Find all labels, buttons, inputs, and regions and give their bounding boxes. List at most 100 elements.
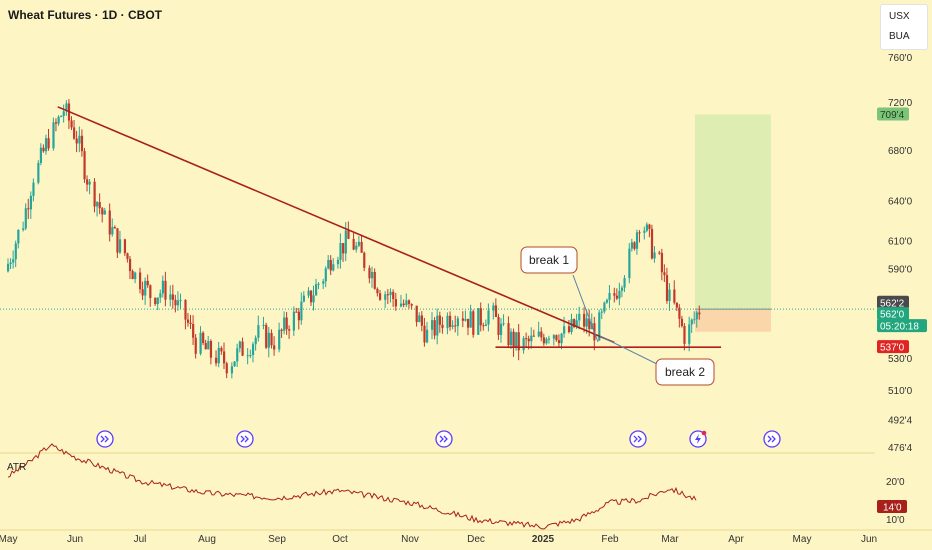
candle-body — [238, 341, 242, 349]
candle-body — [164, 280, 167, 300]
candle-body — [638, 232, 641, 234]
candle-body — [233, 361, 236, 367]
candle-body — [645, 224, 649, 231]
price-tick-label: 492'4 — [888, 415, 913, 426]
candle-body — [522, 338, 525, 351]
time-tick-label: Aug — [198, 534, 216, 545]
candle-body — [189, 322, 192, 324]
candle-body — [389, 291, 392, 296]
candle-body — [509, 331, 513, 346]
chart-title: Wheat Futures · 1D · CBOT — [8, 8, 163, 22]
candle-body — [312, 295, 315, 303]
candle-body — [545, 338, 548, 344]
candle-body — [532, 335, 535, 337]
candle-body — [620, 287, 624, 291]
time-tick-label: Jul — [134, 534, 147, 545]
price-tick-label: 510'0 — [888, 386, 913, 397]
symbol-compare-box[interactable]: USX BUA — [880, 4, 928, 50]
time-tick-label: May — [0, 534, 17, 545]
price-label-bg — [877, 307, 909, 321]
candle-body — [573, 319, 576, 327]
candle-body — [557, 340, 561, 344]
candle-body — [650, 228, 654, 259]
candle-body — [176, 300, 180, 306]
event-arrow-glyph — [767, 435, 776, 443]
candle-body — [695, 312, 698, 320]
candle-body — [171, 294, 175, 300]
symbol-bua[interactable]: BUA — [889, 31, 910, 42]
target-zone — [695, 114, 771, 310]
time-tick-label: Mar — [661, 534, 679, 545]
candle-body — [386, 294, 390, 296]
candle-body — [410, 304, 413, 306]
candle-body — [267, 332, 270, 348]
candle-body — [563, 326, 566, 334]
candle-body — [423, 325, 426, 343]
candle-body — [156, 297, 159, 305]
candle-body — [384, 294, 387, 300]
candle-body — [29, 195, 33, 210]
candle-body — [179, 299, 182, 301]
candle-body — [302, 295, 305, 302]
price-tick-label: 610'0 — [888, 237, 913, 248]
candle-body — [329, 259, 332, 271]
trendline — [57, 106, 615, 344]
candle-body — [415, 305, 418, 323]
callout-label: break 1 — [529, 253, 569, 267]
candle-body — [126, 253, 129, 259]
candle-body — [169, 294, 172, 300]
candle-body — [103, 210, 106, 215]
candle-body — [494, 305, 498, 317]
candle-body — [578, 313, 581, 321]
event-arrow-glyph — [240, 435, 249, 443]
candle-body — [220, 347, 223, 352]
lightning-glyph — [695, 434, 701, 444]
price-label: 709'4 — [880, 110, 905, 121]
candle-body — [456, 318, 459, 327]
candle-body — [371, 271, 374, 279]
candle-body — [690, 319, 693, 325]
candle-body — [236, 348, 239, 362]
candle-body — [292, 311, 295, 331]
candle-body — [347, 230, 350, 239]
candle-body — [502, 323, 505, 325]
candle-body — [225, 363, 228, 374]
candle-body — [78, 135, 81, 144]
candle-body — [668, 289, 671, 302]
candle-body — [492, 305, 495, 311]
event-arrow-icon — [96, 430, 114, 448]
event-arrow-icon — [629, 430, 647, 448]
candle-body — [378, 293, 382, 300]
callout-pointer — [599, 335, 660, 366]
candle-body — [44, 138, 48, 152]
candle-body — [273, 345, 276, 350]
candle-body — [339, 243, 342, 260]
candle-body — [660, 252, 664, 273]
candle-body — [507, 323, 510, 346]
event-arrow-glyph — [100, 435, 109, 443]
price-tick-label: 476'4 — [888, 443, 913, 454]
time-tick-label: Feb — [601, 534, 619, 545]
candle-body — [477, 308, 480, 335]
price-label-bg — [877, 319, 927, 333]
candle-body — [39, 147, 43, 163]
symbol-usx[interactable]: USX — [889, 11, 910, 22]
candle-body — [583, 313, 586, 327]
candle-body — [131, 271, 134, 280]
candle-body — [241, 341, 244, 356]
candle-body — [280, 329, 283, 331]
candle-body — [184, 299, 187, 320]
atr-value-bg — [877, 500, 907, 513]
candle-body — [433, 320, 436, 336]
candle-body — [209, 341, 213, 358]
candle-body — [83, 151, 86, 180]
atr-tick-label: 10'0 — [886, 515, 905, 526]
candle-body — [472, 311, 475, 335]
candle-body — [14, 243, 17, 260]
candle-body — [73, 127, 76, 139]
candle-body — [194, 337, 197, 354]
candle-body — [608, 293, 611, 300]
candle-body — [600, 311, 603, 313]
